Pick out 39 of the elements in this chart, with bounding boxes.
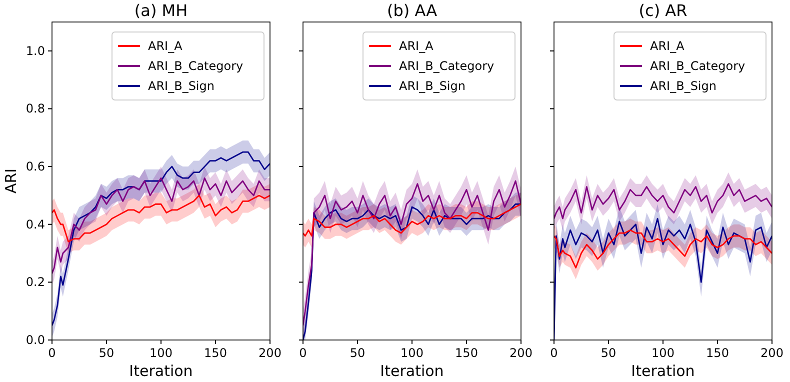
y-tick-label: 0.2	[26, 275, 45, 290]
y-tick-label: 1.0	[26, 44, 45, 58]
x-tick-label: 50	[600, 346, 616, 360]
legend-label: ARI_B_Sign	[399, 79, 466, 93]
legend-label: ARI_A	[399, 39, 434, 53]
y-tick-label: 0.4	[26, 217, 45, 232]
legend-label: ARI_B_Sign	[148, 79, 214, 93]
x-tick-label: 100	[652, 346, 674, 360]
line-series	[52, 194, 270, 242]
legend-label: ARI_A	[148, 39, 184, 53]
x-tick-label: 0	[48, 346, 56, 360]
legend-label: ARI_B_Category	[148, 59, 244, 73]
x-tick-label: 100	[150, 346, 172, 360]
x-tick-label: 200	[760, 346, 784, 360]
chart-title: (b) AA	[386, 1, 438, 20]
x-axis-title: Iteration	[129, 362, 193, 380]
legend-label: ARI_A	[650, 39, 686, 53]
x-tick-label: 150	[455, 346, 478, 360]
x-tick-label: 200	[510, 346, 532, 360]
chart-title: (c) AR	[638, 1, 688, 20]
y-axis-title: ARI	[2, 168, 20, 194]
x-tick-label: 0	[550, 346, 558, 360]
x-tick-label: 200	[258, 346, 282, 360]
x-tick-label: 0	[299, 346, 307, 360]
x-axis-title: Iteration	[631, 362, 695, 380]
legend-label: ARI_B_Sign	[650, 79, 716, 93]
legend-label: ARI_B_Category	[650, 59, 746, 73]
x-tick-label: 50	[350, 346, 366, 360]
y-tick-label: 0.6	[26, 160, 45, 174]
x-tick-label: 100	[400, 346, 424, 360]
y-tick-label: 0.8	[26, 102, 45, 116]
y-tick-label: 0.0	[26, 333, 45, 347]
x-tick-label: 150	[706, 346, 729, 360]
line-series	[52, 177, 270, 274]
x-axis-title: Iteration	[380, 362, 444, 380]
x-tick-label: 150	[204, 346, 227, 360]
x-tick-label: 50	[98, 346, 114, 360]
legend-label: ARI_B_Category	[399, 59, 494, 73]
chart-title: (a) MH	[134, 1, 188, 20]
